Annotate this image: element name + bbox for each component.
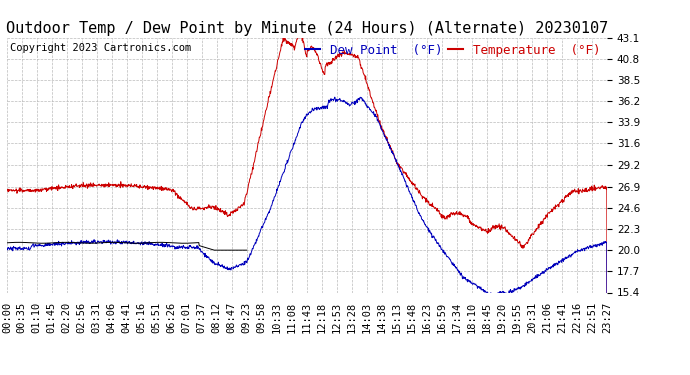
Title: Outdoor Temp / Dew Point by Minute (24 Hours) (Alternate) 20230107: Outdoor Temp / Dew Point by Minute (24 H… <box>6 21 608 36</box>
Text: Copyright 2023 Cartronics.com: Copyright 2023 Cartronics.com <box>10 43 191 52</box>
Legend: Dew Point  (°F), Temperature  (°F): Dew Point (°F), Temperature (°F) <box>305 44 601 57</box>
